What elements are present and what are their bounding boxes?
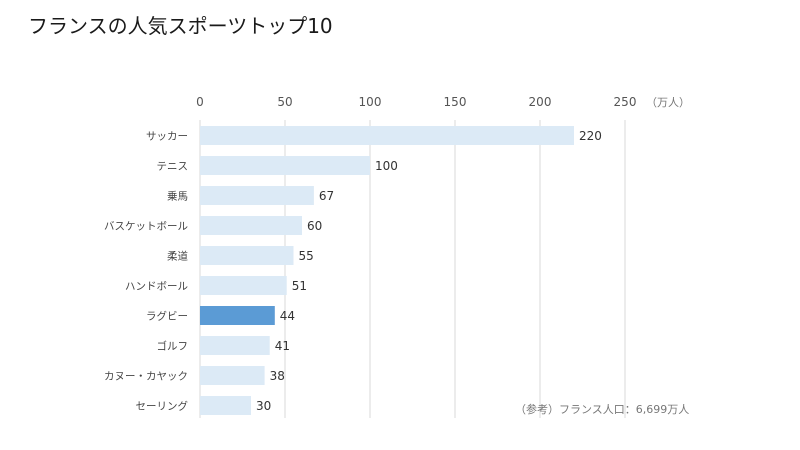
- bar: [200, 276, 287, 295]
- category-label: テニス: [157, 161, 189, 173]
- category-label: サッカー: [146, 131, 188, 143]
- category-label: ハンドボール: [125, 281, 188, 293]
- category-label: セーリング: [136, 400, 189, 413]
- bar: [200, 216, 302, 235]
- data-label: 67: [319, 189, 334, 203]
- bar: [200, 306, 275, 325]
- data-label: 44: [280, 309, 295, 323]
- x-tick-label: 100: [359, 95, 382, 109]
- category-label: ゴルフ: [157, 340, 189, 353]
- x-tick-label: 200: [529, 95, 552, 109]
- x-tick-label: 150: [444, 95, 467, 109]
- category-label: 乗馬: [167, 191, 188, 203]
- bar: [200, 366, 265, 385]
- data-label: 55: [299, 249, 314, 263]
- data-label: 41: [275, 339, 290, 353]
- x-tick-label: 50: [277, 95, 292, 109]
- category-label: バスケットボール: [104, 221, 188, 233]
- chart-title: フランスの人気スポーツトップ10: [28, 14, 333, 38]
- data-label: 60: [307, 219, 322, 233]
- category-label: カヌー・カヤック: [104, 371, 188, 383]
- bar: [200, 396, 251, 415]
- bar: [200, 156, 370, 175]
- bar: [200, 186, 314, 205]
- data-label: 38: [270, 369, 285, 383]
- bar: [200, 246, 294, 265]
- data-label: 220: [579, 129, 602, 143]
- category-label: ラグビー: [146, 310, 188, 323]
- bar: [200, 336, 270, 355]
- data-label: 30: [256, 399, 271, 413]
- x-tick-label: 0: [196, 95, 204, 109]
- category-label: 柔道: [167, 250, 188, 263]
- reference-note: （参考）フランス人口：6,699万人: [515, 403, 690, 416]
- bar: [200, 126, 574, 145]
- data-label: 51: [292, 279, 307, 293]
- axis-unit-label: （万人）: [646, 96, 690, 109]
- data-label: 100: [375, 159, 398, 173]
- x-tick-label: 250: [614, 95, 637, 109]
